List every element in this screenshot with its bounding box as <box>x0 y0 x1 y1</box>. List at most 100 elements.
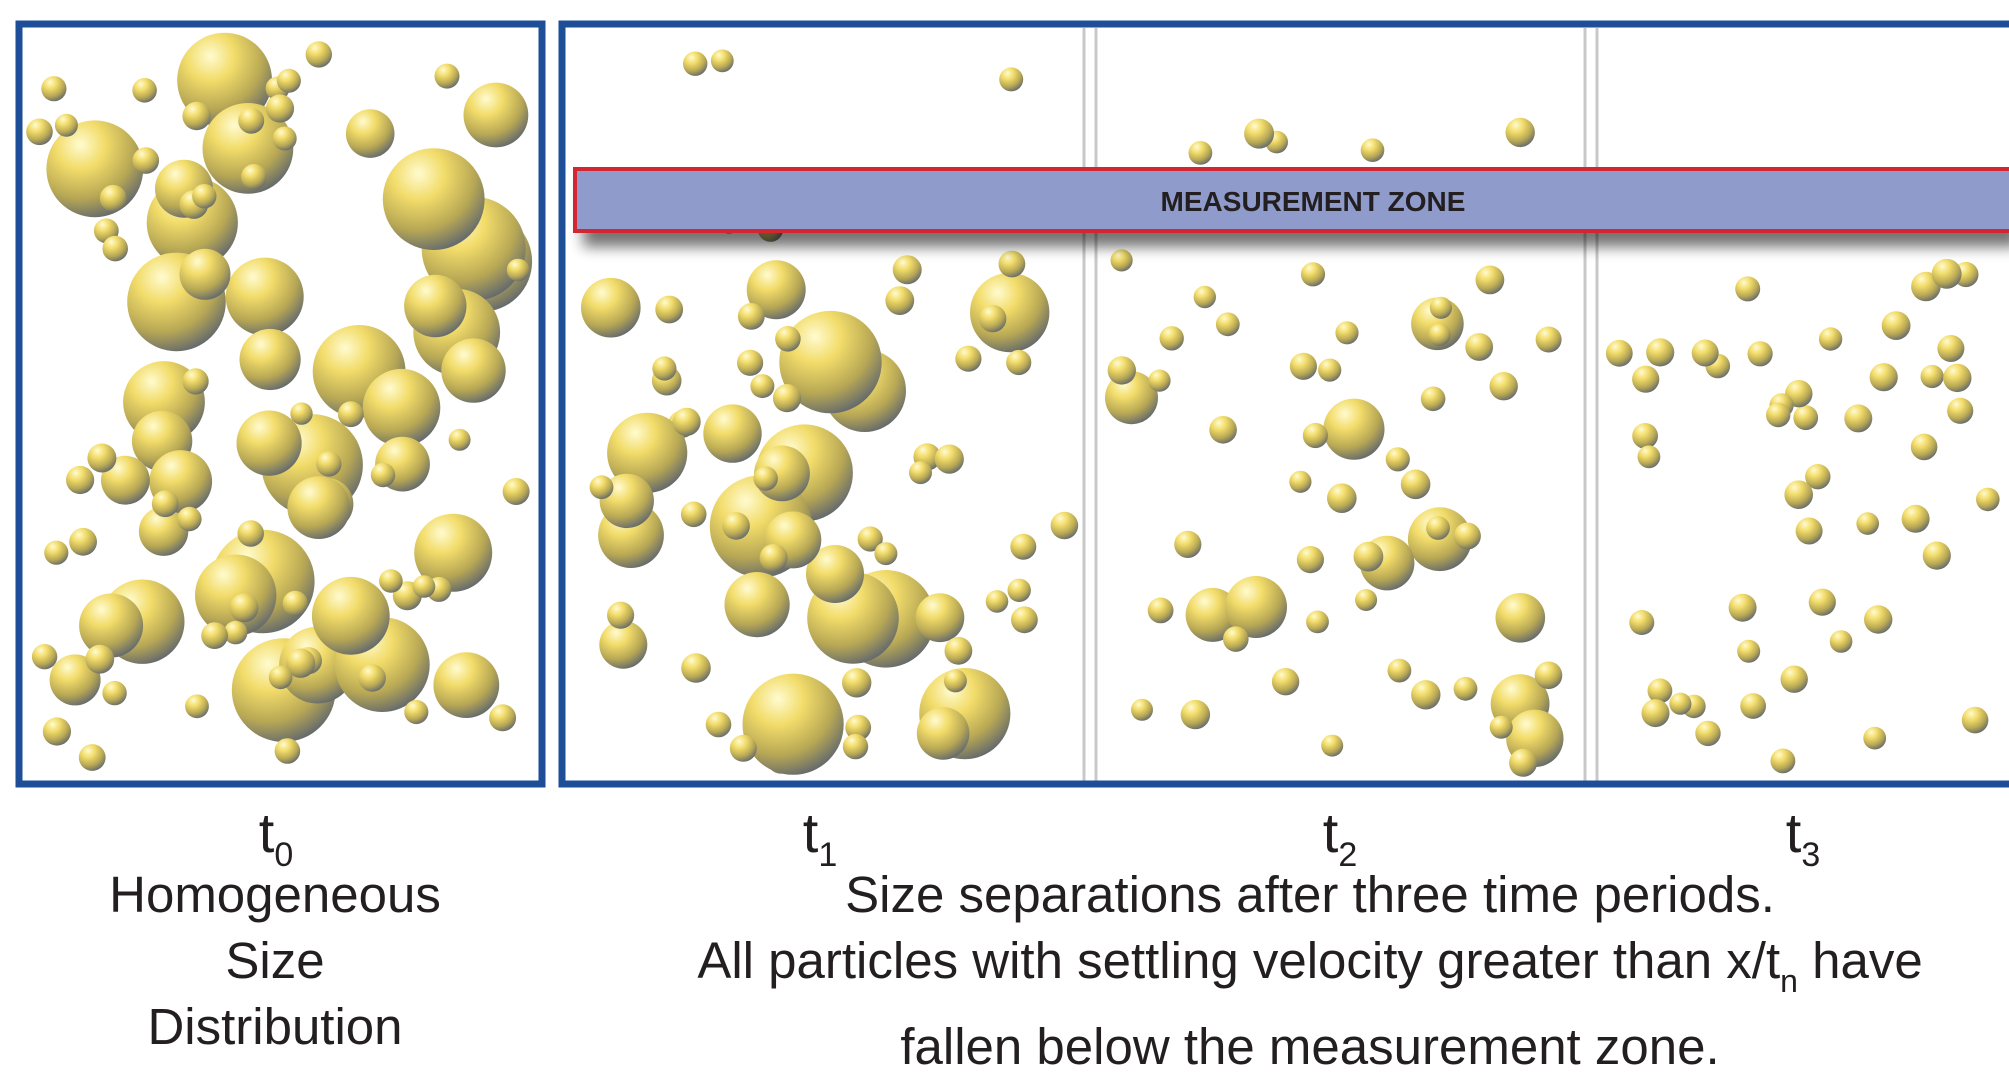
particle <box>1453 522 1481 550</box>
particle <box>874 542 898 566</box>
particle <box>1864 605 1893 634</box>
caption-right-line1: Size separations after three time period… <box>845 866 1775 923</box>
particle <box>433 652 500 718</box>
particle <box>934 444 964 474</box>
particle <box>287 476 351 539</box>
particle <box>1010 533 1037 560</box>
particle <box>1740 693 1766 719</box>
particle <box>1475 265 1505 295</box>
time-label-t3: t3 <box>1785 801 1821 874</box>
particle <box>1534 661 1563 690</box>
particle <box>1509 748 1538 777</box>
particle <box>282 590 308 617</box>
particle <box>192 184 217 209</box>
particle <box>1110 249 1133 272</box>
particle <box>970 272 1050 353</box>
particle <box>1271 668 1300 696</box>
particle <box>1669 692 1692 715</box>
particle <box>772 384 802 413</box>
particle <box>1808 588 1836 616</box>
particle <box>1629 610 1655 635</box>
particle <box>672 407 701 436</box>
particle <box>1881 311 1911 340</box>
particle <box>1174 530 1202 559</box>
particle <box>1411 680 1441 710</box>
particle <box>1006 349 1032 376</box>
particle <box>1780 665 1808 693</box>
particle <box>44 540 69 565</box>
particle <box>722 512 750 540</box>
particle <box>1193 285 1217 309</box>
particle <box>1737 639 1761 663</box>
particle <box>909 461 932 485</box>
particle <box>1209 416 1237 444</box>
particle <box>1148 369 1171 392</box>
particle <box>358 664 386 692</box>
particle <box>151 490 179 518</box>
particle <box>1728 593 1757 622</box>
particle <box>305 41 332 68</box>
particles-t2 <box>1105 117 1564 777</box>
particle <box>1360 138 1385 162</box>
particle <box>1327 483 1357 513</box>
particle <box>1302 422 1328 449</box>
measurement-zone <box>573 167 2009 233</box>
particle <box>1691 339 1719 367</box>
particle <box>759 543 788 572</box>
particle <box>448 428 471 451</box>
particle <box>506 258 530 282</box>
particle <box>1180 699 1211 730</box>
particle <box>362 368 441 447</box>
particle <box>101 455 150 505</box>
frame-settling <box>558 20 2009 788</box>
measurement-zone-label: MEASUREMENT ZONE <box>1161 186 1466 217</box>
particle <box>1321 734 1344 757</box>
particle <box>265 94 295 123</box>
particle <box>681 653 711 683</box>
particle <box>463 82 529 148</box>
particle <box>85 644 115 674</box>
particle <box>1735 276 1761 302</box>
particle <box>138 506 189 556</box>
particle <box>1289 470 1312 493</box>
particle <box>1805 464 1831 490</box>
particle <box>710 49 734 73</box>
particle <box>1011 606 1038 634</box>
particle <box>345 109 395 158</box>
particle <box>290 402 313 425</box>
particle <box>1105 371 1158 425</box>
particle <box>746 260 806 320</box>
panel-dividers <box>1082 28 1599 781</box>
particle <box>1131 698 1153 721</box>
particle <box>185 694 209 719</box>
caption-right-line3: fallen below the measurement zone. <box>900 1018 1720 1075</box>
particle <box>1947 397 1974 424</box>
caption-left: Homogeneous Size Distribution <box>40 862 510 1060</box>
particle <box>737 349 764 376</box>
particle <box>581 277 641 338</box>
particle <box>1429 296 1452 319</box>
particle <box>337 401 364 428</box>
particle <box>599 620 648 669</box>
particle <box>1353 541 1384 572</box>
particle <box>985 590 1009 613</box>
particle <box>845 714 872 741</box>
particle <box>1420 386 1446 412</box>
particle <box>132 147 160 174</box>
particle <box>26 118 53 146</box>
time-label-t2: t2 <box>1322 801 1358 874</box>
particle <box>41 76 67 102</box>
particle <box>236 410 302 476</box>
particle <box>79 593 144 658</box>
particle <box>655 295 684 324</box>
particle <box>412 575 436 598</box>
particle <box>1637 445 1661 469</box>
particle <box>414 513 493 592</box>
particle <box>1829 630 1853 653</box>
particle <box>1385 447 1410 472</box>
particle <box>78 744 106 771</box>
particle <box>182 368 209 395</box>
time-label-t1: t1 <box>802 801 838 874</box>
particle <box>1323 398 1385 460</box>
particle <box>1910 433 1938 461</box>
